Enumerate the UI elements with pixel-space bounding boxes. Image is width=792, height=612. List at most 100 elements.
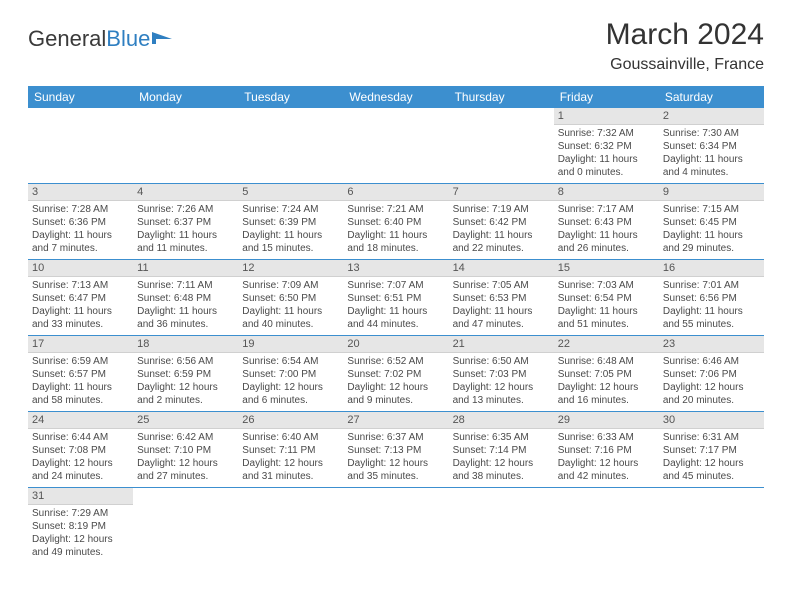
day-details: Sunrise: 6:37 AMSunset: 7:13 PMDaylight:… xyxy=(343,429,448,487)
day-number: 2 xyxy=(659,108,764,125)
day-details: Sunrise: 7:15 AMSunset: 6:45 PMDaylight:… xyxy=(659,201,764,259)
sunrise-line: Sunrise: 7:07 AM xyxy=(347,279,444,292)
day-details: Sunrise: 6:54 AMSunset: 7:00 PMDaylight:… xyxy=(238,353,343,411)
calendar-cell: 25Sunrise: 6:42 AMSunset: 7:10 PMDayligh… xyxy=(133,412,238,488)
daylight-line: Daylight: 12 hours and 24 minutes. xyxy=(32,457,129,483)
day-number: 5 xyxy=(238,184,343,201)
calendar-cell: 11Sunrise: 7:11 AMSunset: 6:48 PMDayligh… xyxy=(133,260,238,336)
day-details: Sunrise: 7:28 AMSunset: 6:36 PMDaylight:… xyxy=(28,201,133,259)
day-number: 31 xyxy=(28,488,133,505)
sunset-line: Sunset: 7:03 PM xyxy=(453,368,550,381)
daylight-line: Daylight: 12 hours and 38 minutes. xyxy=(453,457,550,483)
sunrise-line: Sunrise: 6:37 AM xyxy=(347,431,444,444)
sunset-line: Sunset: 7:02 PM xyxy=(347,368,444,381)
day-number: 7 xyxy=(449,184,554,201)
calendar-cell xyxy=(238,488,343,564)
logo-text-1: General xyxy=(28,26,106,52)
sunrise-line: Sunrise: 7:19 AM xyxy=(453,203,550,216)
sunrise-line: Sunrise: 6:56 AM xyxy=(137,355,234,368)
daylight-line: Daylight: 11 hours and 29 minutes. xyxy=(663,229,760,255)
day-number: 24 xyxy=(28,412,133,429)
calendar-page: GeneralBlue March 2024 Goussainville, Fr… xyxy=(0,0,792,581)
sunset-line: Sunset: 6:57 PM xyxy=(32,368,129,381)
sunset-line: Sunset: 7:16 PM xyxy=(558,444,655,457)
day-details: Sunrise: 7:26 AMSunset: 6:37 PMDaylight:… xyxy=(133,201,238,259)
daylight-line: Daylight: 11 hours and 15 minutes. xyxy=(242,229,339,255)
sunrise-line: Sunrise: 7:11 AM xyxy=(137,279,234,292)
daylight-line: Daylight: 12 hours and 31 minutes. xyxy=(242,457,339,483)
month-title: March 2024 xyxy=(606,18,764,52)
day-number: 15 xyxy=(554,260,659,277)
day-details: Sunrise: 7:07 AMSunset: 6:51 PMDaylight:… xyxy=(343,277,448,335)
sunrise-line: Sunrise: 7:29 AM xyxy=(32,507,129,520)
calendar-cell xyxy=(133,488,238,564)
calendar-cell: 29Sunrise: 6:33 AMSunset: 7:16 PMDayligh… xyxy=(554,412,659,488)
sunset-line: Sunset: 6:53 PM xyxy=(453,292,550,305)
calendar-cell: 3Sunrise: 7:28 AMSunset: 6:36 PMDaylight… xyxy=(28,184,133,260)
title-block: March 2024 Goussainville, France xyxy=(606,18,764,74)
calendar-cell xyxy=(554,488,659,564)
daylight-line: Daylight: 11 hours and 55 minutes. xyxy=(663,305,760,331)
daylight-line: Daylight: 12 hours and 16 minutes. xyxy=(558,381,655,407)
daylight-line: Daylight: 12 hours and 13 minutes. xyxy=(453,381,550,407)
day-number: 16 xyxy=(659,260,764,277)
sunset-line: Sunset: 6:36 PM xyxy=(32,216,129,229)
daylight-line: Daylight: 11 hours and 0 minutes. xyxy=(558,153,655,179)
daylight-line: Daylight: 12 hours and 2 minutes. xyxy=(137,381,234,407)
logo: GeneralBlue xyxy=(28,26,174,52)
sunrise-line: Sunrise: 6:31 AM xyxy=(663,431,760,444)
day-number: 3 xyxy=(28,184,133,201)
daylight-line: Daylight: 12 hours and 9 minutes. xyxy=(347,381,444,407)
day-number: 23 xyxy=(659,336,764,353)
sunrise-line: Sunrise: 6:33 AM xyxy=(558,431,655,444)
day-details: Sunrise: 7:17 AMSunset: 6:43 PMDaylight:… xyxy=(554,201,659,259)
daylight-line: Daylight: 11 hours and 40 minutes. xyxy=(242,305,339,331)
day-number: 21 xyxy=(449,336,554,353)
calendar-week: 1Sunrise: 7:32 AMSunset: 6:32 PMDaylight… xyxy=(28,108,764,184)
calendar-cell: 28Sunrise: 6:35 AMSunset: 7:14 PMDayligh… xyxy=(449,412,554,488)
day-header: Sunday xyxy=(28,86,133,108)
sunrise-line: Sunrise: 7:03 AM xyxy=(558,279,655,292)
sunrise-line: Sunrise: 6:54 AM xyxy=(242,355,339,368)
day-header: Thursday xyxy=(449,86,554,108)
daylight-line: Daylight: 11 hours and 7 minutes. xyxy=(32,229,129,255)
calendar-cell: 30Sunrise: 6:31 AMSunset: 7:17 PMDayligh… xyxy=(659,412,764,488)
daylight-line: Daylight: 11 hours and 51 minutes. xyxy=(558,305,655,331)
calendar-cell: 19Sunrise: 6:54 AMSunset: 7:00 PMDayligh… xyxy=(238,336,343,412)
daylight-line: Daylight: 11 hours and 58 minutes. xyxy=(32,381,129,407)
sunset-line: Sunset: 7:17 PM xyxy=(663,444,760,457)
calendar-cell: 8Sunrise: 7:17 AMSunset: 6:43 PMDaylight… xyxy=(554,184,659,260)
daylight-line: Daylight: 11 hours and 4 minutes. xyxy=(663,153,760,179)
day-number: 29 xyxy=(554,412,659,429)
day-details: Sunrise: 6:50 AMSunset: 7:03 PMDaylight:… xyxy=(449,353,554,411)
day-number: 27 xyxy=(343,412,448,429)
day-details: Sunrise: 7:03 AMSunset: 6:54 PMDaylight:… xyxy=(554,277,659,335)
day-number: 6 xyxy=(343,184,448,201)
calendar-cell: 24Sunrise: 6:44 AMSunset: 7:08 PMDayligh… xyxy=(28,412,133,488)
day-number: 20 xyxy=(343,336,448,353)
calendar-cell: 18Sunrise: 6:56 AMSunset: 6:59 PMDayligh… xyxy=(133,336,238,412)
day-header: Saturday xyxy=(659,86,764,108)
day-header: Tuesday xyxy=(238,86,343,108)
day-number: 12 xyxy=(238,260,343,277)
daylight-line: Daylight: 12 hours and 49 minutes. xyxy=(32,533,129,559)
sunset-line: Sunset: 7:13 PM xyxy=(347,444,444,457)
sunrise-line: Sunrise: 6:35 AM xyxy=(453,431,550,444)
sunrise-line: Sunrise: 6:50 AM xyxy=(453,355,550,368)
daylight-line: Daylight: 12 hours and 20 minutes. xyxy=(663,381,760,407)
sunrise-line: Sunrise: 7:32 AM xyxy=(558,127,655,140)
sunset-line: Sunset: 6:45 PM xyxy=(663,216,760,229)
day-number: 17 xyxy=(28,336,133,353)
sunrise-line: Sunrise: 6:40 AM xyxy=(242,431,339,444)
day-number: 26 xyxy=(238,412,343,429)
sunset-line: Sunset: 7:08 PM xyxy=(32,444,129,457)
day-number: 22 xyxy=(554,336,659,353)
calendar-cell: 20Sunrise: 6:52 AMSunset: 7:02 PMDayligh… xyxy=(343,336,448,412)
sunset-line: Sunset: 6:37 PM xyxy=(137,216,234,229)
day-number: 30 xyxy=(659,412,764,429)
calendar-week: 10Sunrise: 7:13 AMSunset: 6:47 PMDayligh… xyxy=(28,260,764,336)
sunset-line: Sunset: 7:06 PM xyxy=(663,368,760,381)
daylight-line: Daylight: 11 hours and 22 minutes. xyxy=(453,229,550,255)
calendar-body: 1Sunrise: 7:32 AMSunset: 6:32 PMDaylight… xyxy=(28,108,764,563)
daylight-line: Daylight: 11 hours and 33 minutes. xyxy=(32,305,129,331)
